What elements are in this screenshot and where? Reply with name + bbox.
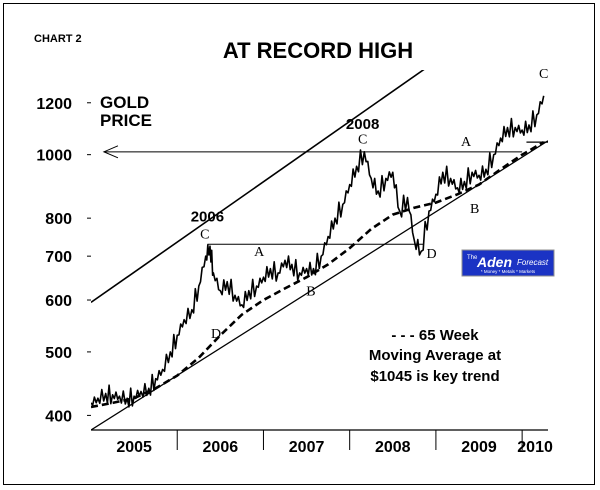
annotation-2006-0: 2006 bbox=[191, 209, 224, 226]
logo-tagline: * Money * Metals * Markets bbox=[481, 269, 536, 274]
y-tick-label-800: 800 bbox=[45, 211, 72, 228]
chart-title: AT RECORD HIGH bbox=[223, 38, 413, 63]
annotation-c-1: C bbox=[200, 227, 209, 242]
annotation-a-5: A bbox=[461, 135, 472, 150]
channel-line-upper bbox=[91, 70, 425, 304]
annotation-c-10: C bbox=[539, 67, 548, 82]
plot-clip bbox=[91, 70, 548, 430]
moving-average-line bbox=[91, 140, 545, 409]
annotation-2008-3: 2008 bbox=[346, 116, 379, 133]
x-tick-label-2010: 2010 bbox=[517, 439, 553, 456]
y-tick-label-700: 700 bbox=[45, 249, 72, 266]
logo-small-text: The bbox=[467, 255, 478, 261]
logo-background bbox=[461, 249, 555, 277]
series-label-line-1: GOLD bbox=[100, 93, 149, 112]
y-tick-label-500: 500 bbox=[45, 345, 72, 362]
annotation-a-2: A bbox=[254, 245, 265, 260]
x-tick-label-2009: 2009 bbox=[461, 439, 497, 456]
ma-note-line-3: $1045 is key trend bbox=[370, 368, 499, 385]
reference-arrow-head bbox=[102, 145, 119, 159]
y-tick-label-1200: 1200 bbox=[36, 96, 72, 113]
plot-area bbox=[91, 70, 548, 430]
gold-price-line bbox=[91, 95, 545, 408]
logo-word: Forecast bbox=[517, 258, 549, 267]
annotation-d-8: D bbox=[211, 327, 221, 342]
aden-forecast-logo: The Aden Forecast * Money * Metals * Mar… bbox=[461, 249, 555, 277]
ma-note-line-2: Moving Average at bbox=[369, 347, 501, 364]
y-tick-label-600: 600 bbox=[45, 293, 72, 310]
series-label-line-2: PRICE bbox=[100, 111, 152, 130]
chart-badge: CHART 2 bbox=[34, 33, 82, 45]
annotation-d-9: D bbox=[427, 247, 437, 262]
x-tick-label-2007: 2007 bbox=[289, 439, 325, 456]
y-tick-label-1000: 1000 bbox=[36, 148, 72, 165]
logo-name: Aden bbox=[476, 254, 512, 270]
annotation-c-4: C bbox=[358, 132, 367, 147]
annotation-b-6: B bbox=[306, 284, 315, 299]
y-axis: 400 500 600 700 800 1000 1200 bbox=[36, 96, 91, 425]
x-tick-label-2005: 2005 bbox=[116, 439, 152, 456]
x-tick-label-2006: 2006 bbox=[203, 439, 239, 456]
x-axis: 2005 2006 2007 2008 2009 2010 bbox=[91, 429, 553, 456]
y-tick-label-400: 400 bbox=[45, 408, 72, 425]
x-tick-label-2008: 2008 bbox=[375, 439, 411, 456]
moving-average-note: - - - 65 Week Moving Average at $1045 is… bbox=[369, 327, 501, 385]
ma-note-line-1: - - - 65 Week bbox=[391, 327, 479, 344]
annotation-b-7: B bbox=[470, 202, 479, 217]
